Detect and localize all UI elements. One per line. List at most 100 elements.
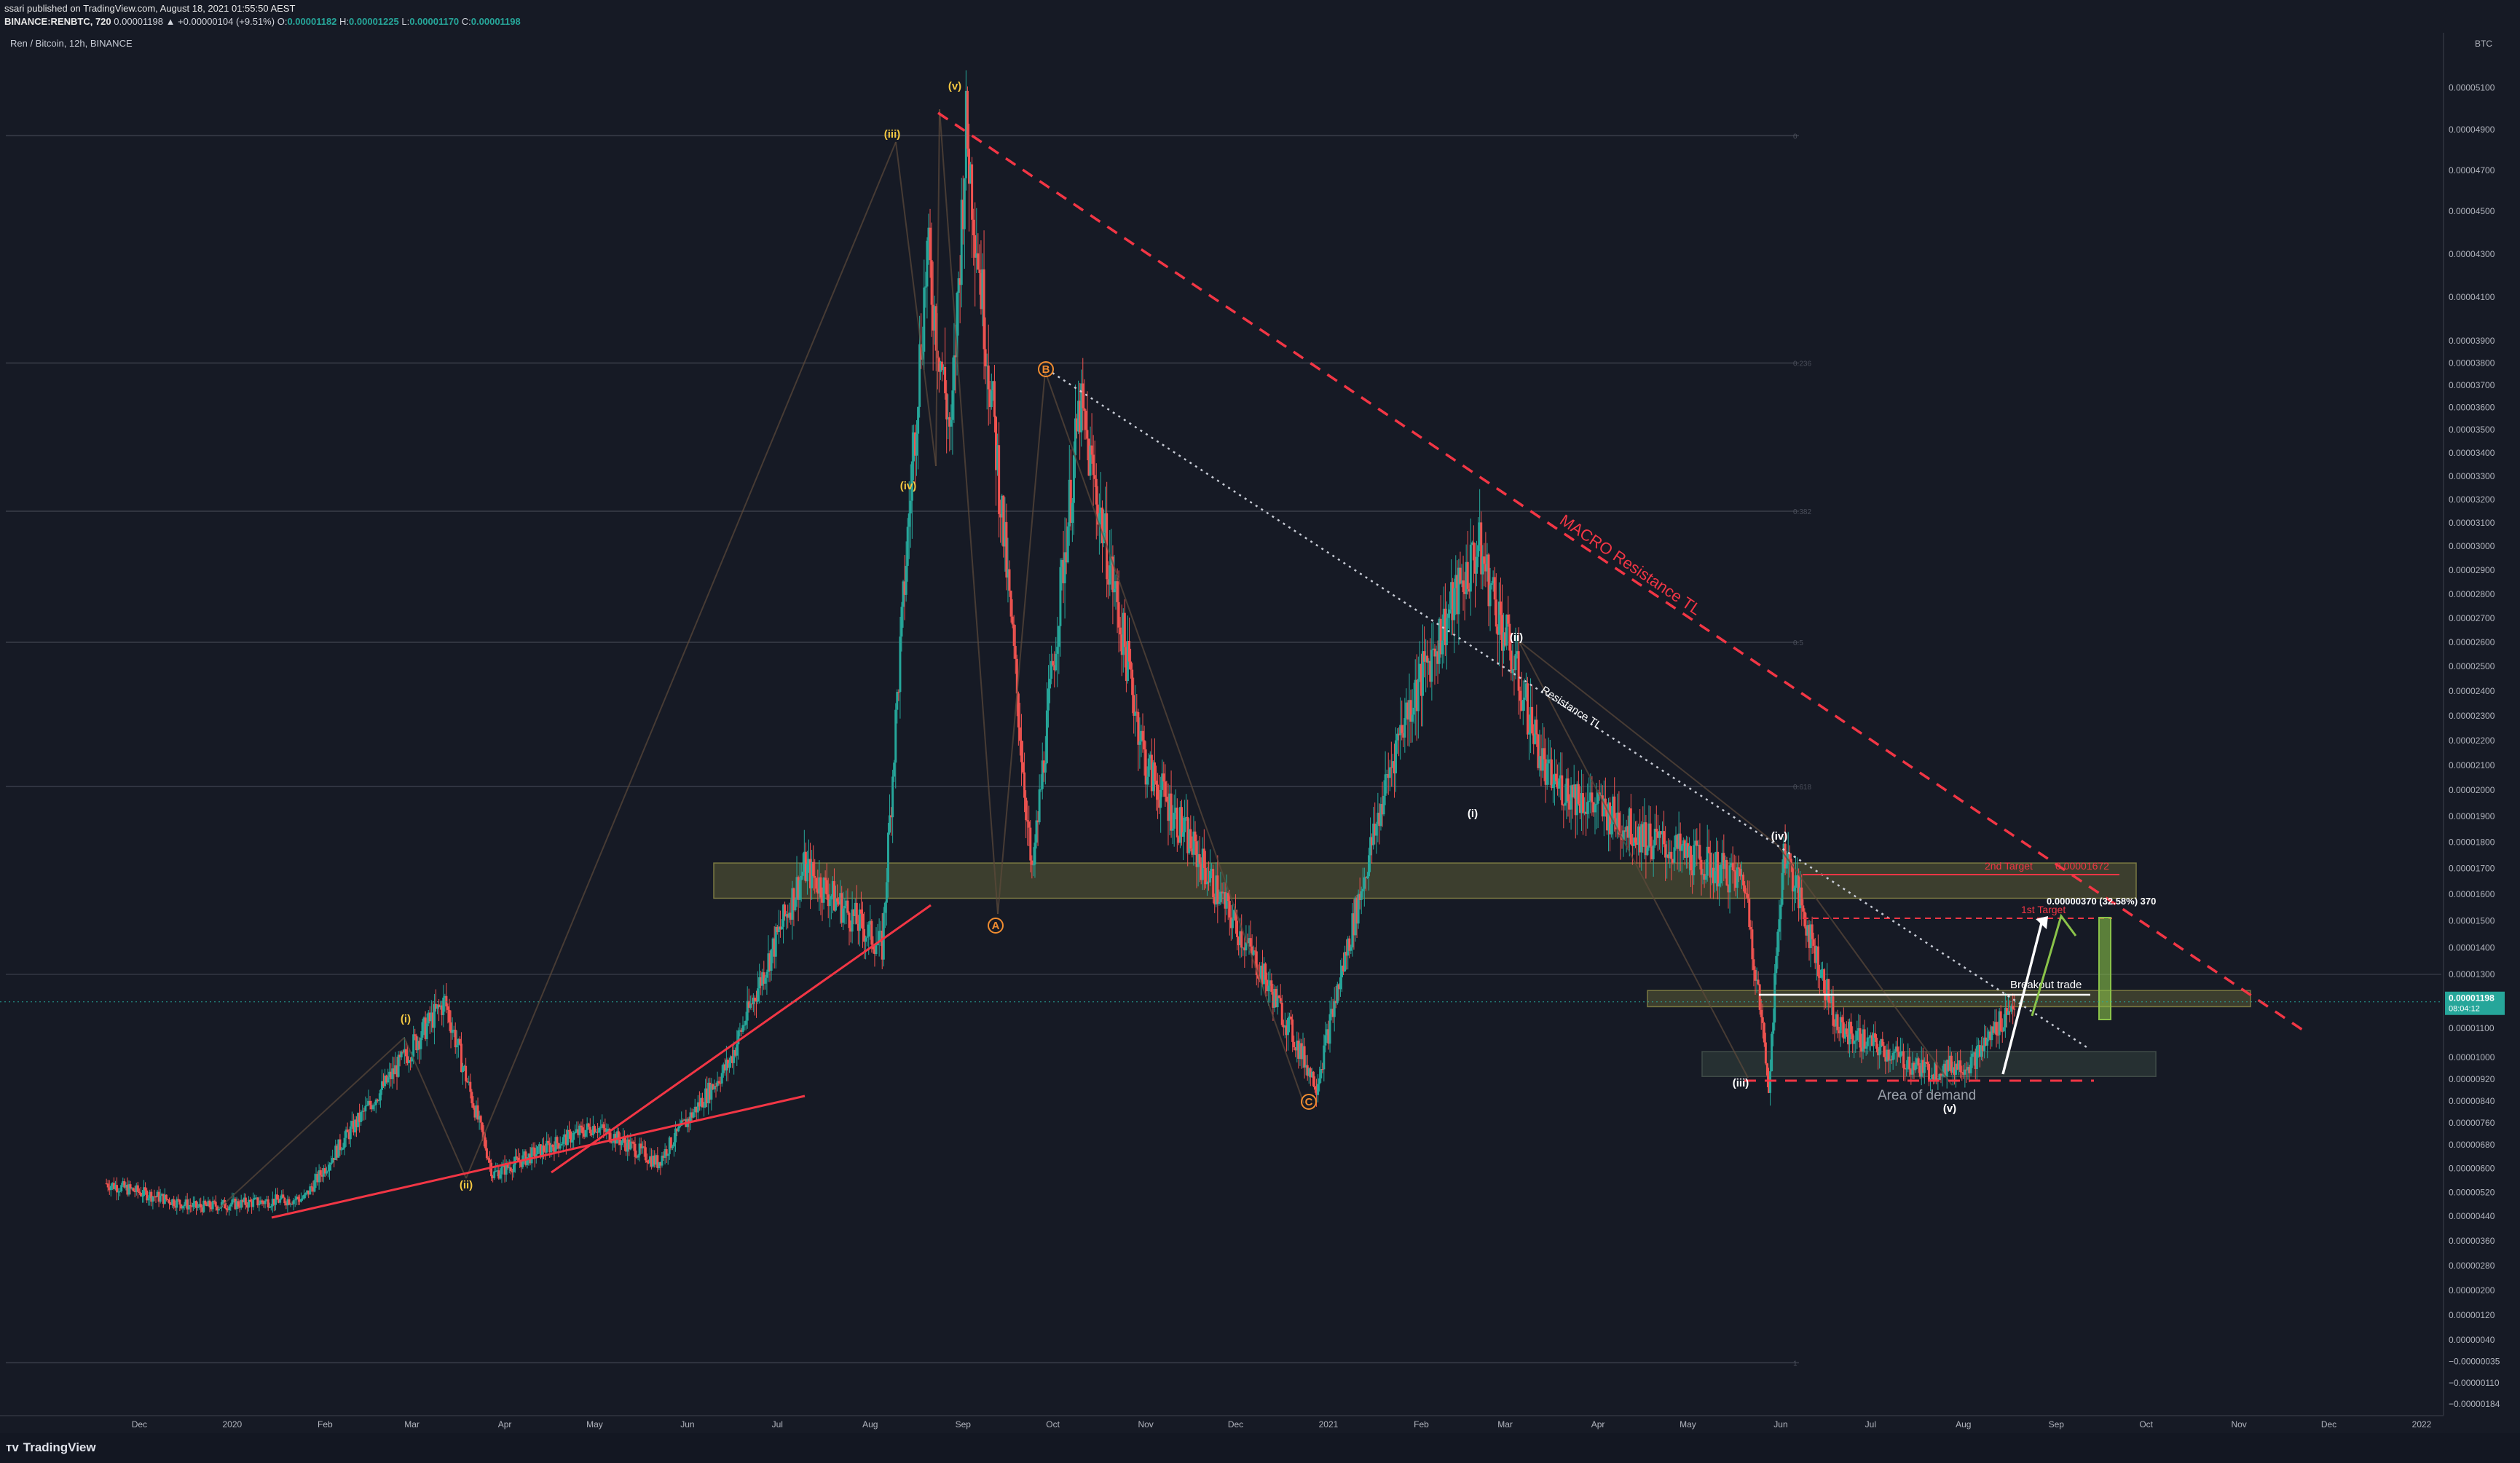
candle-body	[881, 930, 883, 960]
candle-body	[1320, 1069, 1323, 1078]
candle-body	[294, 1199, 296, 1201]
candle-body	[1713, 870, 1716, 884]
candle-body	[382, 1081, 385, 1087]
candle-body	[1450, 582, 1453, 610]
candle-body	[1285, 1025, 1288, 1036]
target1-label: 1st Target	[2021, 904, 2066, 915]
candle-body	[978, 269, 981, 273]
candle-body	[1141, 730, 1144, 741]
candle-body	[1585, 811, 1588, 814]
candle-body	[1975, 1046, 1978, 1069]
y-tick-label: 0.00002700	[2449, 613, 2495, 623]
candle-body	[1514, 654, 1517, 671]
candle-body	[924, 286, 927, 288]
candle-body	[1526, 683, 1529, 735]
candle-body	[195, 1201, 198, 1208]
candle-body	[1843, 1028, 1846, 1039]
candle-body	[1720, 864, 1722, 884]
candle-body	[1384, 774, 1387, 796]
candle-body	[682, 1120, 685, 1121]
candle-body	[1769, 1071, 1772, 1093]
candle-body	[1035, 820, 1038, 843]
candle-body	[1068, 479, 1071, 527]
candle-body	[701, 1097, 704, 1108]
candle-body	[1050, 660, 1053, 679]
candle-body	[900, 607, 903, 637]
candle-body	[217, 1208, 220, 1211]
candle-body	[1041, 760, 1044, 789]
candle-body	[1176, 808, 1178, 837]
candle-body	[1815, 946, 1818, 963]
candle-body	[1647, 823, 1650, 848]
candle-body	[1415, 679, 1418, 711]
candle-body	[1595, 803, 1598, 805]
price-chart[interactable]: 0.00005100 0.00004900 0.00004700 0.00004500…	[0, 0, 2520, 1433]
candle-body	[1547, 760, 1550, 764]
candle-body	[516, 1156, 519, 1158]
candle-body	[183, 1204, 186, 1207]
candle-body	[828, 899, 831, 907]
candle-body	[347, 1132, 350, 1140]
candle-body	[1446, 613, 1449, 618]
candle-body	[1060, 559, 1063, 567]
candle-body	[975, 253, 978, 258]
candle-body	[2012, 1006, 2015, 1009]
candle-body	[1796, 875, 1799, 877]
candle-body	[998, 445, 1001, 514]
candle-body	[1896, 1046, 1899, 1052]
candle-body	[1009, 591, 1012, 617]
candle-body	[1031, 860, 1033, 865]
candle-body	[1822, 969, 1824, 971]
candle-body	[1191, 848, 1194, 855]
candle-body	[1237, 936, 1240, 945]
candle-body	[1923, 1062, 1926, 1073]
candle-body	[1096, 504, 1099, 525]
wave-connector	[218, 1037, 405, 1210]
candle-body	[1816, 946, 1819, 977]
candle-body	[1036, 820, 1039, 823]
candle-body	[1845, 1028, 1848, 1035]
y-tick-label: 0.00001000	[2449, 1052, 2495, 1062]
candle-body	[1580, 793, 1583, 813]
candle-body	[1342, 965, 1345, 971]
candle-body	[1505, 614, 1508, 646]
candle-body	[262, 1202, 265, 1204]
y-tick-label: 0.00001100	[2449, 1023, 2495, 1033]
candle-body	[229, 1204, 232, 1207]
candle-body	[584, 1129, 587, 1137]
candle-body	[255, 1197, 258, 1199]
candle-body	[703, 1107, 706, 1108]
candle-body	[1878, 1046, 1881, 1056]
candle-body	[460, 1044, 462, 1073]
candle-body	[1472, 542, 1475, 561]
candle-body	[508, 1167, 511, 1169]
candle-body	[340, 1149, 343, 1151]
candle-body	[784, 904, 787, 917]
candle-body	[814, 875, 816, 878]
candle-body	[1958, 1060, 1961, 1070]
candle-body	[554, 1137, 557, 1153]
candle-body	[400, 1052, 403, 1057]
measure-label: 0.00000370 (32.58%) 370	[2047, 896, 2156, 907]
candle-body	[807, 859, 810, 864]
candle-body	[734, 1049, 737, 1056]
candle-body	[1575, 784, 1578, 816]
candle-body	[1375, 824, 1378, 836]
candle-body	[1028, 821, 1031, 828]
candle-body	[1077, 401, 1080, 432]
candle-body	[722, 1064, 725, 1073]
candle-body	[1998, 1011, 2001, 1036]
candle-body	[512, 1164, 515, 1172]
y-tick-label: 0.00001700	[2449, 863, 2495, 873]
candle-body	[1083, 408, 1086, 411]
wave-label: (v)	[1943, 1103, 1956, 1115]
candle-body	[369, 1100, 371, 1105]
candle-body	[1492, 577, 1495, 583]
candle-body	[1361, 888, 1364, 891]
candle-body	[598, 1127, 601, 1133]
candle-body	[1261, 965, 1264, 985]
candle-body	[463, 1065, 466, 1068]
candle-body	[1011, 616, 1014, 625]
candle-body	[1932, 1074, 1935, 1080]
candle-body	[1857, 1028, 1860, 1031]
